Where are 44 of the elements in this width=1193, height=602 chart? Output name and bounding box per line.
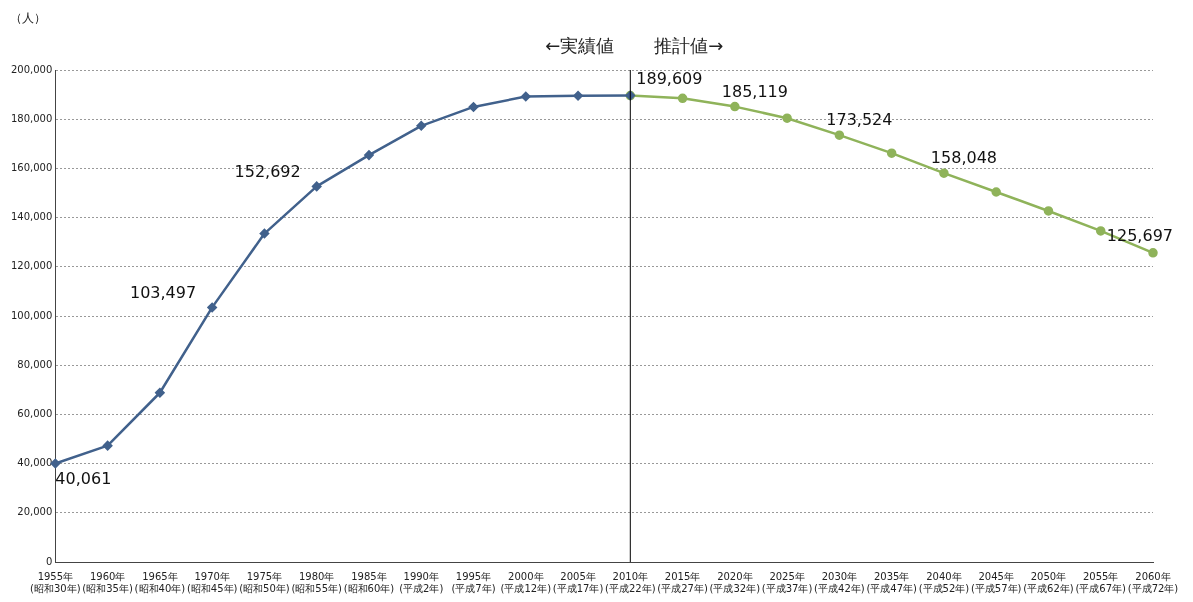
x-tick-label: 1980年 (昭和55年) — [291, 570, 343, 594]
x-tick-label: 1985年 (昭和60年) — [343, 570, 395, 594]
y-axis-title: （人） — [10, 10, 46, 27]
x-tick-label: 1975年 (昭和50年) — [239, 570, 290, 594]
x-tick-label: 1995年 (平成7年) — [451, 570, 496, 594]
x-tick-label: 2045年 (平成57年) — [970, 570, 1022, 594]
x-tick-label: 1970年 (昭和45年) — [186, 570, 238, 594]
text: ←実績値 — [545, 34, 615, 56]
x-tick-label: 2055年 (平成67年) — [1075, 570, 1127, 594]
x-tick-label: 2000年 (平成12年) — [500, 570, 552, 594]
x-tick-label: 1990年 (平成2年) — [399, 570, 444, 594]
data-label: 125,697 — [1106, 225, 1173, 245]
data-label: 173,524 — [826, 110, 893, 130]
y-tick-label: 200,000 — [10, 63, 53, 75]
x-tick-label: 2030年 (平成42年) — [814, 570, 865, 594]
x-tick-label: 2010年 (平成22年) — [605, 570, 656, 594]
data-label: 158,048 — [930, 148, 998, 168]
data-label: 40,061 — [55, 468, 112, 488]
data-label: 189,609 — [636, 68, 703, 88]
y-tick-label: 100,000 — [10, 309, 53, 321]
x-tick-label: 2050年 (平成62年) — [1023, 570, 1074, 594]
x-tick-label: 2060年 (平成72年) — [1127, 570, 1179, 594]
x-tick-label: 2005年 (平成17年) — [552, 570, 604, 594]
x-tick-label: 2020年 (平成32年) — [709, 570, 761, 594]
y-tick-label: 0 — [45, 555, 53, 567]
y-tick-label: 80,000 — [17, 358, 53, 370]
y-tick-label: 180,000 — [10, 112, 53, 124]
y-tick-label: 20,000 — [17, 506, 53, 518]
x-tick-label: 1960年 (昭和35年) — [82, 570, 133, 594]
text: 推計値→ — [654, 34, 724, 56]
data-label: 185,119 — [721, 81, 788, 101]
data-label: 152,692 — [234, 161, 301, 181]
y-tick-label: 60,000 — [17, 407, 53, 419]
x-tick-label: 1955年 (昭和30年) — [30, 570, 81, 594]
data-label: 103,497 — [129, 282, 197, 302]
x-tick-label: 2035年 (平成47年) — [866, 570, 918, 594]
y-tick-label: 140,000 — [10, 211, 53, 223]
x-tick-label: 2040年 (平成52年) — [918, 570, 970, 594]
y-tick-label: 120,000 — [10, 260, 53, 272]
y-tick-label: 40,000 — [17, 457, 53, 469]
y-tick-label: 160,000 — [10, 161, 53, 173]
x-tick-label: 2015年 (平成27年) — [657, 570, 708, 594]
x-tick-label: 1965年 (昭和40年) — [134, 570, 186, 594]
x-tick-label: 2025年 (平成37年) — [761, 570, 813, 594]
